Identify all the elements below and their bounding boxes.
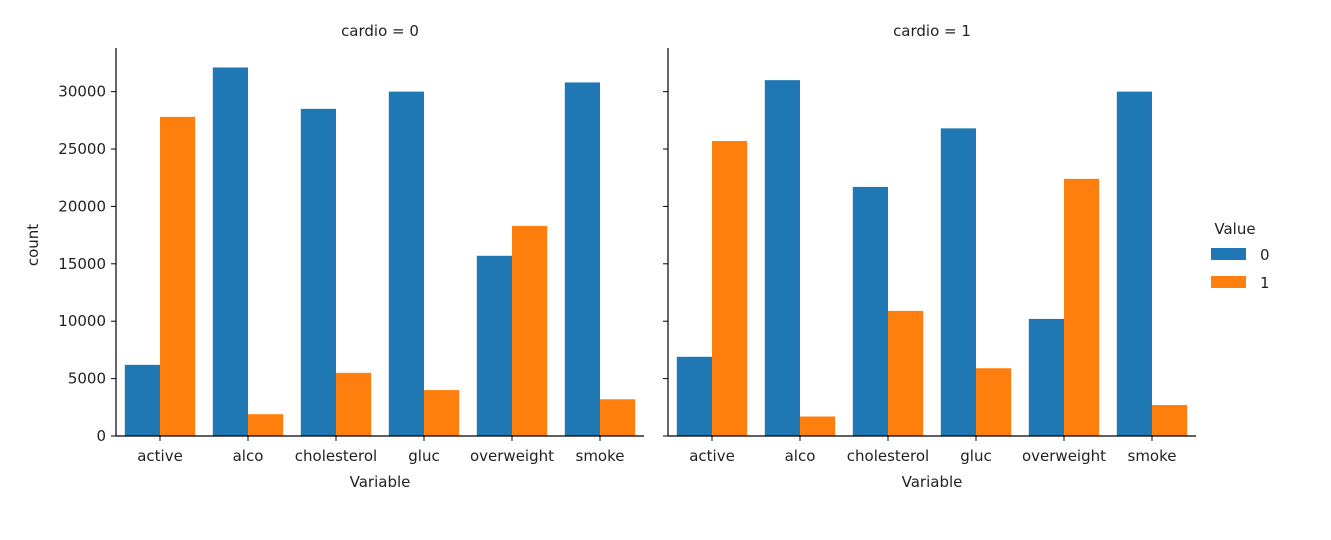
x-tick-label: smoke [576, 447, 625, 465]
bar-alco-value-1 [800, 416, 836, 436]
bar-smoke-value-0 [564, 82, 600, 436]
bar-overweight-value-1 [512, 225, 548, 436]
y-tick-label: 10000 [58, 312, 106, 330]
bar-cholesterol-value-0 [300, 108, 336, 436]
y-tick-label: 0 [96, 427, 106, 445]
bar-overweight-value-0 [476, 255, 512, 436]
legend-title: Value [1214, 220, 1255, 238]
bar-smoke-value-0 [1116, 91, 1152, 437]
bar-active-value-1 [160, 116, 196, 436]
legend-label-0: 0 [1260, 246, 1270, 264]
x-tick-label: cholesterol [847, 447, 929, 465]
x-tick-label: cholesterol [295, 447, 377, 465]
x-tick-label: active [689, 447, 735, 465]
bar-gluc-value-1 [976, 368, 1012, 436]
y-tick-label: 30000 [58, 83, 106, 101]
bar-cholesterol-value-1 [336, 372, 372, 436]
bar-alco-value-1 [248, 414, 284, 436]
bar-active-value-0 [124, 364, 160, 436]
x-tick-label: alco [233, 447, 264, 465]
x-tick-label: smoke [1128, 447, 1177, 465]
bar-smoke-value-1 [1152, 405, 1188, 436]
bar-active-value-0 [676, 356, 712, 436]
bar-overweight-value-1 [1064, 178, 1100, 437]
bar-overweight-value-0 [1028, 318, 1064, 436]
y-axis-label: count [24, 224, 42, 266]
x-tick-label: gluc [408, 447, 439, 465]
legend-label-1: 1 [1260, 274, 1270, 292]
legend: Value 0 1 [1211, 220, 1270, 292]
x-axis-label: Variable [902, 473, 963, 491]
facet-title: cardio = 1 [893, 22, 971, 40]
x-tick-label: alco [785, 447, 816, 465]
facet-cardio-0: cardio = 0 count Variable active alco chol… [24, 22, 644, 491]
x-tick-label: gluc [960, 447, 991, 465]
bar-gluc-value-0 [940, 128, 976, 437]
bar-cholesterol-value-0 [852, 186, 888, 436]
y-tick-label: 25000 [58, 140, 106, 158]
y-tick-label: 20000 [58, 197, 106, 215]
facet-cardio-1: cardio = 1 Variable active alco cholestero… [663, 22, 1196, 491]
facet-title: cardio = 0 [341, 22, 419, 40]
bar-gluc-value-0 [388, 91, 424, 437]
bar-active-value-1 [712, 140, 748, 437]
x-axis-label: Variable [350, 473, 411, 491]
bar-gluc-value-1 [424, 390, 460, 436]
legend-swatch-1 [1211, 276, 1246, 288]
bar-alco-value-0 [212, 67, 248, 436]
bar-cholesterol-value-1 [888, 310, 924, 436]
bar-alco-value-0 [764, 80, 800, 436]
x-tick-label: overweight [470, 447, 554, 465]
y-tick-label: 5000 [68, 370, 106, 388]
x-tick-label: active [137, 447, 183, 465]
legend-swatch-0 [1211, 248, 1246, 260]
bar-smoke-value-1 [600, 399, 636, 436]
x-tick-label: overweight [1022, 447, 1106, 465]
y-tick-label: 15000 [58, 255, 106, 273]
